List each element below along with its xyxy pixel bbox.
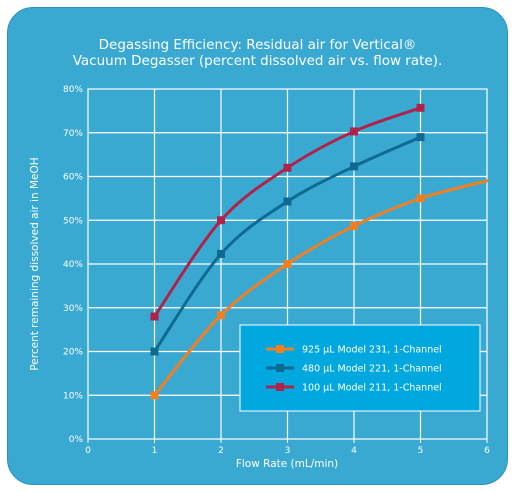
- legend-marker-swatch: [276, 383, 284, 391]
- y-tick-label: 50%: [63, 216, 83, 226]
- data-point-marker: [350, 221, 358, 230]
- data-point-marker: [416, 103, 425, 112]
- data-point-marker: [283, 197, 292, 206]
- data-point-marker: [217, 311, 225, 320]
- legend-item: 480 µL Model 221, 1-Channel: [266, 364, 442, 375]
- data-point-marker: [350, 162, 358, 171]
- y-tick-label: 40%: [63, 260, 83, 270]
- legend: 925 µL Model 231, 1-Channel 480 µL Model …: [239, 324, 481, 412]
- x-tick-label: 6: [484, 446, 490, 456]
- series-lines: [150, 103, 489, 400]
- series-1: [150, 179, 489, 400]
- y-tick-label: 10%: [63, 391, 83, 401]
- tick-labels: 0% 10% 20% 30% 40% 50% 60% 70% 80% 0 1 2 3 4 5 6: [63, 85, 490, 456]
- chart-title-line-2: Vacuum Degasser (percent dissolved air v…: [72, 53, 443, 69]
- chart-title-line-1: Degassing Efficiency: Residual air for V…: [98, 37, 417, 53]
- y-tick-label: 80%: [63, 85, 83, 95]
- y-axis-label: Percent remaining dissolved air in MeOH: [29, 157, 41, 370]
- series-2: [150, 133, 425, 356]
- x-tick-label: 3: [285, 446, 291, 456]
- data-point-marker: [217, 249, 225, 258]
- legend-label: 100 µL Model 211, 1-Channel: [302, 383, 442, 394]
- legend-label: 480 µL Model 221, 1-Channel: [302, 364, 442, 375]
- data-point-marker: [150, 312, 159, 321]
- legend-marker-swatch: [276, 364, 284, 372]
- data-point-marker: [350, 127, 358, 136]
- y-tick-label: 0%: [69, 435, 84, 445]
- y-tick-label: 20%: [63, 348, 83, 358]
- data-point-marker: [150, 347, 159, 356]
- y-tick-label: 60%: [63, 173, 83, 183]
- data-point-marker: [416, 133, 425, 142]
- x-tick-label: 2: [218, 446, 224, 456]
- y-tick-label: 70%: [63, 129, 83, 139]
- data-point-marker: [416, 194, 425, 203]
- data-point-marker: [217, 216, 225, 225]
- legend-marker-swatch: [276, 345, 284, 353]
- data-point-marker: [283, 163, 292, 172]
- x-tick-label: 0: [85, 446, 91, 456]
- y-tick-label: 30%: [63, 304, 83, 314]
- legend-label: 925 µL Model 231, 1-Channel: [302, 345, 442, 356]
- x-axis-label: Flow Rate (mL/min): [236, 458, 338, 470]
- x-tick-label: 1: [152, 446, 158, 456]
- data-point-marker: [283, 260, 292, 268]
- x-tick-label: 4: [351, 446, 357, 456]
- legend-item: 925 µL Model 231, 1-Channel: [266, 345, 442, 356]
- legend-item: 100 µL Model 211, 1-Channel: [266, 383, 442, 394]
- series-3: [150, 103, 425, 321]
- x-tick-label: 5: [418, 446, 424, 456]
- data-point-marker: [150, 391, 159, 400]
